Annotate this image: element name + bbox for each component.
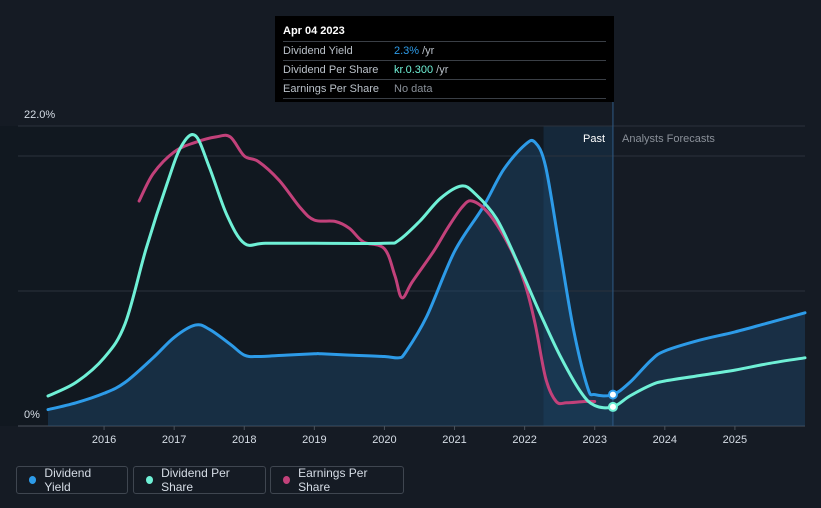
x-tick-label: 2021 [442,434,466,446]
x-tick-label: 2018 [232,434,256,446]
hover-tooltip: Apr 04 2023 Dividend Yield 2.3% /yr Divi… [275,16,614,102]
tooltip-label: Dividend Per Share [283,64,379,76]
marker-dividend-per-share [607,401,618,412]
x-tick-label: 2023 [582,434,606,446]
x-tick-label: 2025 [723,434,747,446]
series-area-dividend-yield [48,140,805,426]
past-region [0,126,613,426]
legend-dot-icon [283,476,291,484]
x-tick-label: 2019 [302,434,326,446]
past-label: Past [583,133,605,145]
x-tick-label: 2016 [92,434,116,446]
series-layer [46,133,807,426]
x-axis: 2016 2017 2018 2019 2020 2021 2022 2023 2024 2025 [92,426,747,446]
marker-dividend-yield [607,389,618,400]
legend-label: Earnings Per Share [298,466,368,494]
legend-earnings-per-share[interactable]: Earnings Per Share [270,466,404,494]
forecast-shade [543,126,613,426]
x-tick-label: 2020 [372,434,396,446]
markers [607,389,618,412]
tooltip-row-dividend-yield: Dividend Yield 2.3% /yr [283,41,606,60]
grid [18,125,805,427]
x-tick-label: 2024 [653,434,677,446]
tooltip-value: 2.3% [394,45,420,57]
tooltip-row-dividend-per-share: Dividend Per Share kr.0.300 /yr [283,60,606,79]
x-tick-label: 2022 [512,434,536,446]
x-tick-label: 2017 [162,434,186,446]
tooltip-row-earnings-per-share: Earnings Per Share No data [283,79,606,99]
series-line-earnings-per-share [137,133,597,406]
tooltip-unit: /yr [436,64,449,76]
y-axis-bottom-label: 0% [24,409,40,421]
tooltip-value: No data [394,83,433,95]
legend-dividend-yield[interactable]: Dividend Yield [16,466,128,494]
tooltip-label: Earnings Per Share [283,83,379,95]
tooltip-label: Dividend Yield [283,45,353,57]
tooltip-value: kr.0.300 [394,64,434,76]
legend-label: Dividend Per Share [161,466,230,494]
legend-label: Dividend Yield [44,466,92,494]
tooltip-date: Apr 04 2023 [283,25,345,37]
series-line-dividend-per-share [46,133,807,410]
legend-dot-icon [146,476,154,484]
forecast-label: Analysts Forecasts [622,133,715,145]
legend-dividend-per-share[interactable]: Dividend Per Share [133,466,266,494]
legend-dot-icon [29,476,37,484]
series-line-dividend-yield [46,138,807,412]
tooltip-unit: /yr [422,45,435,57]
y-axis-top-label: 22.0% [24,109,55,121]
